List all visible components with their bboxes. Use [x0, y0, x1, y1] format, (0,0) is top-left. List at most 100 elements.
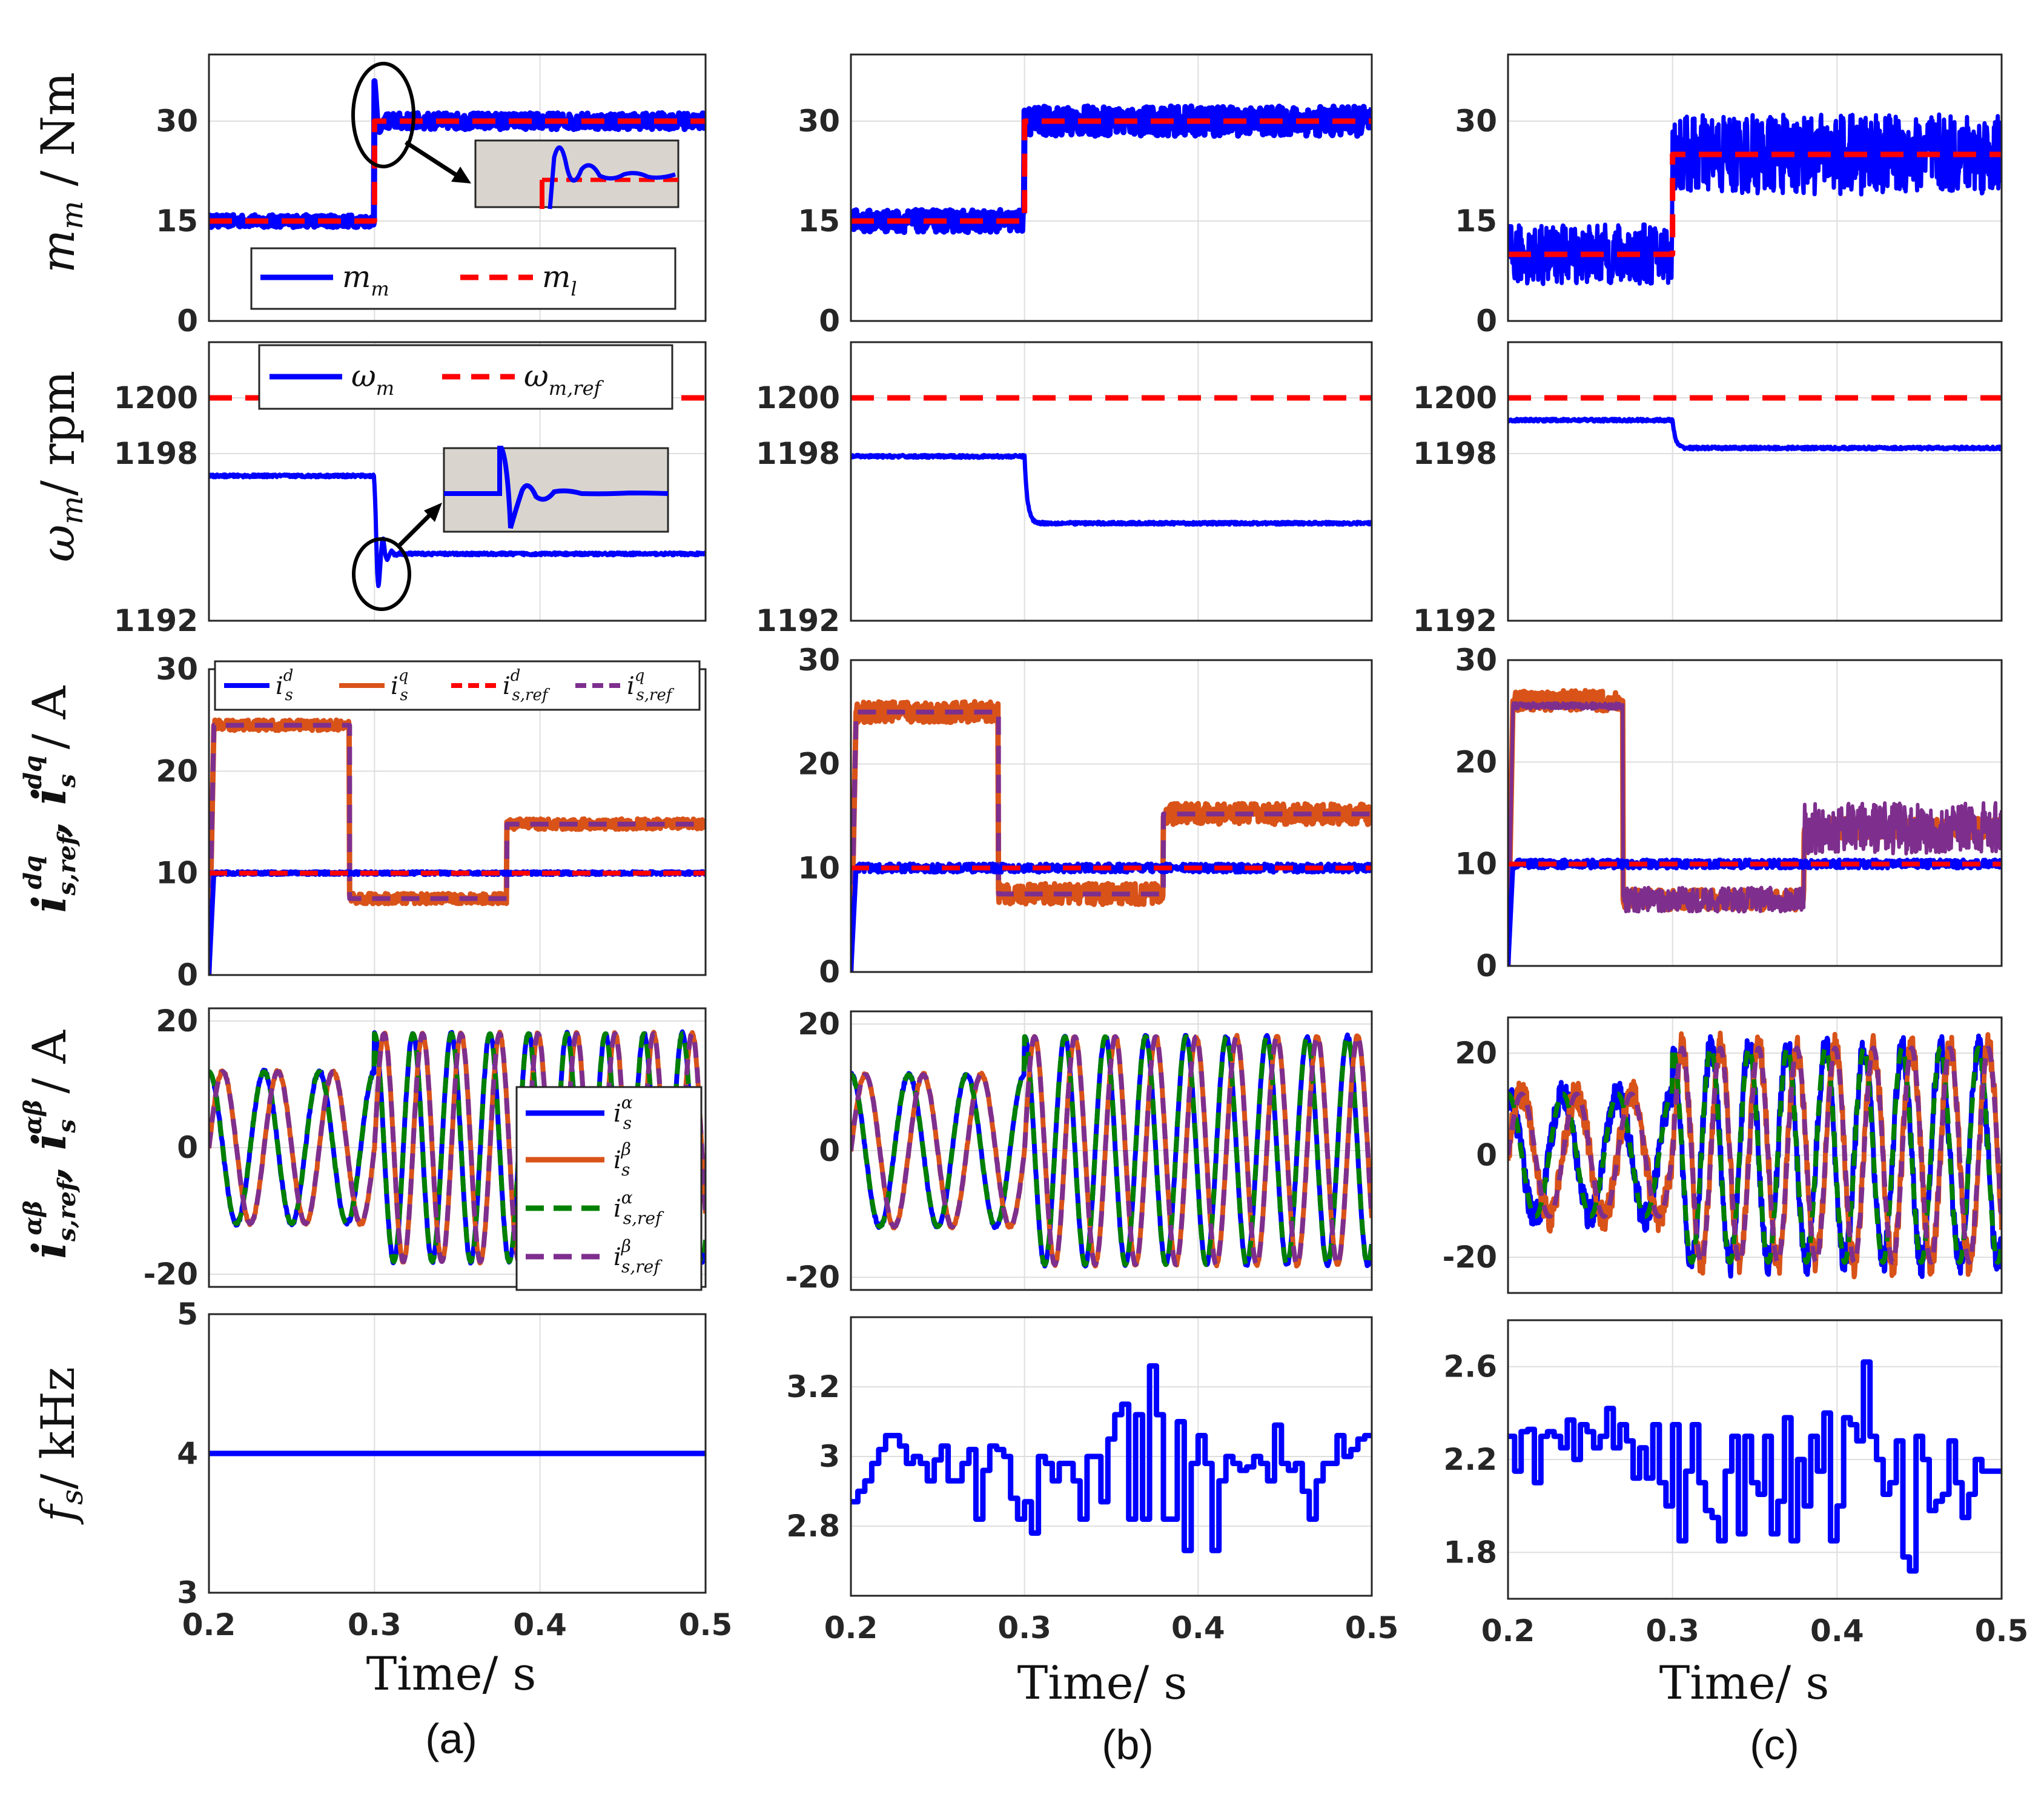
- series-i_alpha_s_ref: [851, 1034, 1372, 1268]
- annotations: [351, 62, 680, 611]
- ytick-label: 0: [819, 1133, 840, 1168]
- svg-text:ωm/ rpm: ωm/ rpm: [31, 371, 90, 562]
- chart-iab-c: -20 0 20: [1443, 1016, 2003, 1294]
- inset-trace: [547, 145, 676, 210]
- plot-area: [851, 103, 1372, 236]
- ytick-label: 0: [819, 954, 840, 990]
- ytick-label: 2.8: [786, 1509, 840, 1544]
- series-omega_m: [1508, 417, 2002, 452]
- legends: mm ml ωm ωm,ref id s iq s id s,ref iq s,ref iα s iβ s iα…: [214, 247, 703, 1291]
- xlabel-b: Time/ s: [1017, 1656, 1188, 1710]
- row-label-freq-text: f_s / kHz: [1, 5, 4, 7]
- axes-frame: [1507, 341, 2003, 622]
- series-m_m: [851, 103, 1372, 236]
- xtick-label: 0.3: [1645, 1613, 1699, 1648]
- ytick-label: 5: [177, 1297, 198, 1332]
- chart-idq-a: 0 10 20 30: [156, 652, 707, 993]
- grid: [850, 55, 1372, 322]
- plot-area: [851, 1032, 1372, 1269]
- chart-speed-c: 1192 1198 1200: [1413, 341, 2003, 638]
- panel-label-c: (c): [1750, 1721, 1799, 1768]
- series-i_beta_s_ref: [209, 1031, 706, 1264]
- chart-speed-b: 1192 1198 1200: [756, 341, 1373, 638]
- series-iq_s_ref: [1508, 701, 2002, 966]
- legend-label: mm: [342, 259, 389, 300]
- grid: [1507, 55, 2002, 322]
- plot-area: [209, 717, 706, 975]
- ytick-label: 0: [1476, 1138, 1497, 1173]
- ytick-label: 10: [1455, 847, 1497, 882]
- ytick-label: 0: [819, 303, 840, 339]
- plot-area: [851, 1363, 1372, 1553]
- series-id_s: [209, 869, 706, 975]
- ytick-label: -20: [786, 1260, 840, 1295]
- inset-box: [474, 139, 680, 208]
- xlabel-a: Time/ s: [366, 1647, 537, 1701]
- ytick-label: 0: [1476, 303, 1497, 339]
- chart-torque-b: 0 15 30: [798, 53, 1373, 339]
- plot-area: [1508, 688, 2002, 966]
- xtick-label: 0.2: [824, 1610, 878, 1645]
- series-f_s: [1508, 1359, 2002, 1574]
- chart-idq-b: 0 10 20 30: [798, 643, 1373, 990]
- xtick-label: 0.5: [1345, 1610, 1399, 1645]
- speed-zoom-arrowhead: [424, 503, 442, 522]
- series-m_l: [209, 118, 706, 224]
- series-m_l: [1508, 151, 2002, 257]
- row-label-torque-text: m_m / Nm: [1, 1, 4, 2]
- row-label-iab-text: i^αβ_s,ref , i^αβ_s / A: [1, 4, 7, 5]
- legend-i_alpha_s: iα s: [526, 1093, 633, 1133]
- plot-area: [1508, 112, 2002, 286]
- xtick-label: 0.4: [513, 1607, 567, 1642]
- series-id_s: [1508, 858, 2002, 966]
- xtick-label: 0.2: [1481, 1613, 1535, 1648]
- xtick-label: 0.4: [1171, 1610, 1225, 1645]
- legend-torque: mm ml: [250, 247, 676, 310]
- ytick-label: 0: [1476, 948, 1497, 983]
- chart-freq-c: 1.8 2.2 2.6 0.2 0.3 0.4 0.5: [1443, 1319, 2028, 1648]
- ytick-label: 0: [177, 1130, 198, 1165]
- plot-area: [1508, 1030, 2002, 1280]
- ytick-label: 30: [1455, 104, 1497, 139]
- speed-inset: [443, 446, 669, 533]
- row-label-speed: ωm/ rpm: [31, 371, 90, 562]
- inset-trace: [444, 446, 669, 529]
- axes-frame: [850, 1316, 1373, 1597]
- axes-frame: [850, 53, 1373, 322]
- torque-inset: [474, 139, 680, 210]
- ytick-label: 20: [156, 753, 198, 788]
- axes-frame: [1507, 659, 2003, 967]
- ytick-label: 15: [1455, 203, 1497, 239]
- plot-area: [851, 395, 1372, 527]
- row-label-torque: mm / Nm: [31, 72, 90, 273]
- ytick-label: 20: [1455, 1036, 1497, 1071]
- ytick-label: 3: [819, 1439, 840, 1474]
- legend-box: [258, 344, 673, 410]
- xtick-label: 0.2: [182, 1607, 236, 1642]
- speed-zoom-ellipse: [352, 537, 411, 611]
- torque-zoom-ellipse: [351, 62, 415, 168]
- ytick-label: 1198: [756, 436, 840, 471]
- chart-freq-b: 2.8 3 3.2 0.2 0.3 0.4 0.5: [786, 1316, 1399, 1645]
- legend-idq: id s iq s id s,ref iq s,ref: [214, 660, 701, 711]
- plot-area: [1508, 1359, 2002, 1574]
- plot-area: [851, 699, 1372, 972]
- plot-area: [209, 78, 706, 230]
- ytick-label: 4: [177, 1436, 198, 1471]
- row-label-idq-text: i^dq_s,ref , i^dq_s / A: [1, 2, 7, 4]
- xtick-label: 0.4: [1810, 1613, 1864, 1648]
- row-label-freq: fs/ kHz: [31, 1367, 90, 1525]
- ytick-label: 1200: [114, 380, 198, 415]
- xtick-label: 0.3: [348, 1607, 402, 1642]
- series-f_s: [851, 1363, 1372, 1553]
- grid: [850, 342, 1372, 621]
- ytick-label: 20: [156, 1003, 198, 1039]
- axes-frame: [208, 1007, 707, 1288]
- series-m_l: [851, 118, 1372, 224]
- ytick-label: 1.8: [1443, 1535, 1497, 1570]
- ytick-label: 15: [798, 203, 840, 239]
- axes-frame: [1507, 53, 2003, 322]
- row-label-iab: is,refαβ, isαβ/ A: [19, 1030, 81, 1259]
